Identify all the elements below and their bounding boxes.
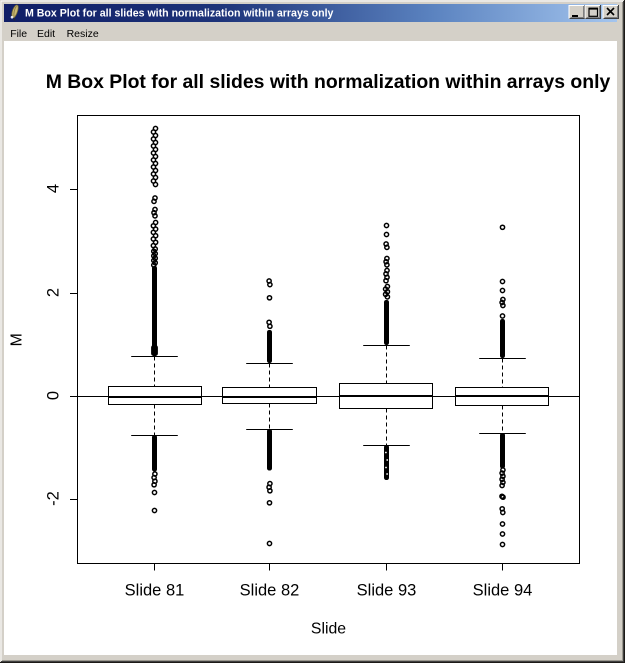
svg-text:Resize: Resize	[67, 28, 99, 40]
svg-text:0: 0	[45, 391, 63, 400]
svg-text:Slide: Slide	[311, 621, 346, 638]
svg-text:Slide 94: Slide 94	[473, 582, 533, 600]
svg-text:4: 4	[45, 184, 63, 193]
svg-text:-2: -2	[45, 491, 63, 506]
svg-text:M Box Plot for all slides with: M Box Plot for all slides with normaliza…	[25, 8, 334, 20]
svg-text:M: M	[9, 333, 26, 346]
svg-text:Slide 93: Slide 93	[357, 582, 417, 600]
svg-text:M Box Plot for all slides with: M Box Plot for all slides with normaliza…	[46, 71, 611, 93]
svg-text:2: 2	[45, 288, 63, 297]
svg-text:Slide 81: Slide 81	[125, 582, 185, 600]
svg-text:Edit: Edit	[37, 28, 55, 40]
svg-text:Slide 82: Slide 82	[240, 582, 300, 600]
svg-text:File: File	[10, 28, 27, 40]
